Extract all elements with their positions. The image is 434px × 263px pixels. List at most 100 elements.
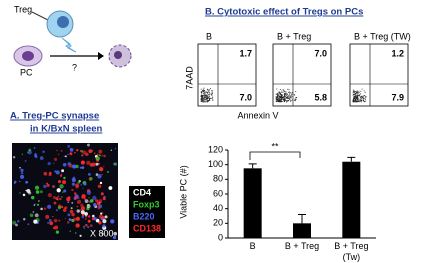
micrograph-spot [73, 192, 77, 195]
flow-event [278, 97, 280, 99]
flow-event [363, 90, 365, 92]
micrograph-spot [57, 199, 59, 201]
flow-event [200, 94, 202, 96]
micrograph-spot [95, 156, 100, 161]
flow-event [277, 92, 279, 94]
flow-event [205, 99, 207, 101]
flow-event [202, 101, 204, 103]
micrograph-spot [70, 166, 72, 168]
flow-event [362, 97, 364, 99]
flow-event [290, 100, 292, 102]
flow-event [277, 95, 279, 97]
micrograph-spot [12, 156, 16, 159]
flow-event [355, 96, 357, 98]
bar [342, 161, 361, 238]
flow-event [206, 96, 208, 98]
flow-event [204, 94, 206, 96]
micrograph-spot [93, 216, 97, 221]
question-mark: ? [72, 62, 77, 72]
flow-event [292, 93, 294, 95]
flow-event [352, 92, 354, 94]
flow-event [295, 91, 297, 93]
flow-event [284, 99, 286, 101]
flow-event [361, 88, 363, 90]
flow-event [200, 88, 202, 90]
flow-event [209, 94, 211, 96]
micrograph-spot [60, 149, 63, 152]
micrograph-spot [89, 177, 93, 181]
flow-event [204, 91, 206, 93]
micrograph-spot [39, 156, 44, 160]
micrograph-spot [45, 214, 50, 219]
flow-event [356, 94, 358, 96]
micrograph-spot [84, 199, 89, 203]
micrograph-spot [18, 180, 21, 183]
micrograph-spot [16, 219, 20, 223]
panel-a-title: A. Treg-PC synapse [10, 111, 99, 122]
micrograph-spot [74, 195, 78, 200]
micrograph-spot [89, 199, 94, 203]
micrograph-spot [62, 208, 67, 212]
flow-event [204, 101, 206, 103]
micrograph-spot [79, 209, 82, 211]
flow-event [279, 93, 281, 95]
flow-event [286, 93, 288, 95]
flow-event [281, 100, 283, 102]
flow-event [284, 97, 286, 99]
flow-event [207, 92, 209, 94]
micrograph-spot [98, 154, 101, 157]
micrograph-spot [94, 202, 97, 205]
micrograph-spot [57, 180, 62, 184]
micrograph-spot [98, 221, 102, 225]
flow-event [277, 99, 279, 101]
flow-event [357, 95, 359, 97]
stain-label: CD138 [133, 223, 161, 233]
micrograph-spot [53, 157, 58, 161]
micrograph-spot [21, 153, 23, 155]
micrograph-spot [84, 225, 86, 227]
error-bar [248, 163, 257, 169]
flow-event [352, 89, 354, 91]
flow-event [283, 95, 285, 97]
flow-event [204, 92, 206, 94]
micrograph-spot [61, 205, 64, 209]
flow-event [208, 97, 210, 99]
micrograph-spot [26, 189, 31, 193]
flow-event [212, 90, 214, 92]
flow-event [200, 100, 202, 102]
flow-event [360, 96, 362, 98]
flow-event [201, 94, 203, 96]
flow-event [283, 99, 285, 101]
flow-event [276, 88, 278, 90]
micrograph-spot [33, 147, 36, 149]
micrograph-spot [97, 174, 102, 179]
flow-event [202, 96, 204, 98]
flow-event [203, 99, 205, 101]
micrograph-spot [102, 197, 106, 201]
flow-event [279, 97, 281, 99]
flow-event [360, 100, 362, 102]
flow-event [200, 91, 202, 93]
flow-event [207, 101, 209, 103]
flow-event [292, 95, 294, 97]
flow-event [211, 90, 213, 92]
micrograph-spot [80, 160, 85, 165]
y-axis-label: Viable PC (#) [178, 165, 188, 218]
flow-event [353, 97, 355, 99]
flow-event [290, 97, 292, 99]
flow-event [360, 98, 362, 100]
micrograph-spot [102, 219, 107, 224]
upper-right-value: 1.2 [391, 48, 404, 58]
flow-event [285, 91, 287, 93]
flow-event [276, 97, 278, 99]
flow-event [365, 96, 367, 98]
flow-event [364, 101, 366, 103]
flow-event [289, 92, 291, 94]
micrograph-spot [59, 197, 62, 201]
micrograph-spot [86, 190, 92, 195]
micrograph-spot [70, 207, 73, 210]
flow-event [286, 92, 288, 94]
micrograph-spot [114, 147, 117, 150]
flow-event [279, 92, 281, 94]
flow-event [354, 93, 356, 95]
